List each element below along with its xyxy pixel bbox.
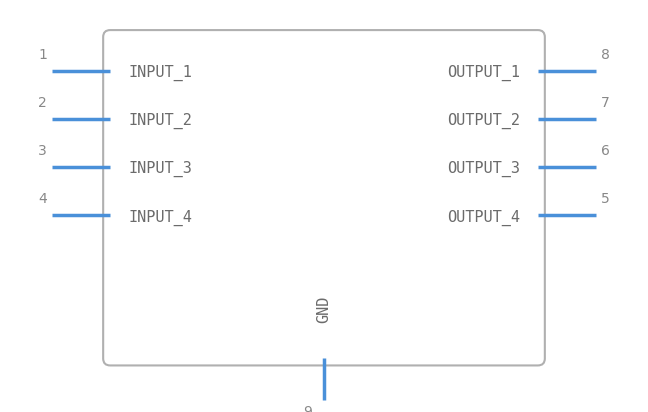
Text: INPUT_4: INPUT_4 bbox=[128, 209, 192, 225]
Text: 1: 1 bbox=[38, 48, 47, 62]
Text: INPUT_3: INPUT_3 bbox=[128, 161, 192, 177]
Text: OUTPUT_3: OUTPUT_3 bbox=[447, 161, 520, 177]
Text: INPUT_1: INPUT_1 bbox=[128, 65, 192, 81]
Text: GND: GND bbox=[316, 296, 332, 323]
Text: OUTPUT_1: OUTPUT_1 bbox=[447, 65, 520, 81]
Text: OUTPUT_4: OUTPUT_4 bbox=[447, 209, 520, 225]
Text: OUTPUT_2: OUTPUT_2 bbox=[447, 113, 520, 129]
Text: 5: 5 bbox=[601, 192, 610, 206]
FancyBboxPatch shape bbox=[103, 30, 545, 365]
Text: 9: 9 bbox=[303, 405, 312, 412]
Text: 3: 3 bbox=[38, 144, 47, 158]
Text: 7: 7 bbox=[601, 96, 610, 110]
Text: 8: 8 bbox=[601, 48, 610, 62]
Text: 6: 6 bbox=[601, 144, 610, 158]
Text: 2: 2 bbox=[38, 96, 47, 110]
Text: INPUT_2: INPUT_2 bbox=[128, 113, 192, 129]
Text: 4: 4 bbox=[38, 192, 47, 206]
